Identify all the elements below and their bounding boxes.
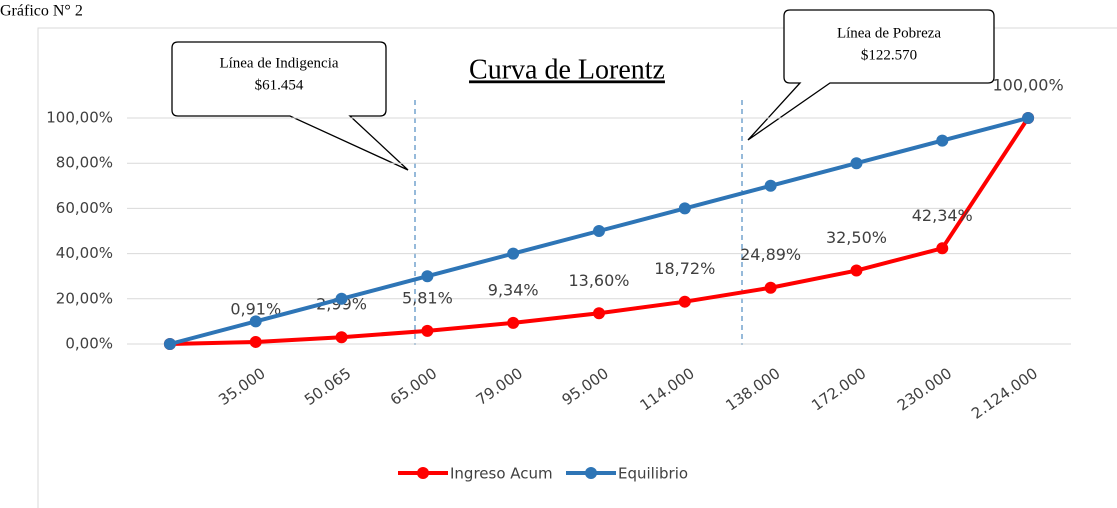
- marker: [421, 324, 434, 337]
- data-label: 5,81%: [402, 288, 453, 307]
- marker: [936, 242, 949, 255]
- marker: [850, 264, 863, 277]
- marker: [507, 247, 520, 260]
- marker: [678, 202, 691, 215]
- marker: [335, 292, 348, 305]
- marker: [249, 315, 262, 328]
- callout-box: [171, 41, 409, 171]
- y-tick-label: 60,00%: [56, 199, 113, 217]
- data-label: 9,34%: [488, 280, 539, 299]
- marker: [593, 307, 605, 320]
- marker: [335, 331, 348, 344]
- callout-text: $61.454: [255, 77, 304, 93]
- marker: [507, 316, 520, 329]
- data-label: 32,50%: [826, 228, 887, 247]
- y-tick-label: 80,00%: [56, 154, 113, 172]
- marker: [421, 270, 434, 283]
- marker: [163, 338, 176, 350]
- legend-marker: [585, 467, 597, 479]
- data-label: 42,34%: [912, 206, 973, 225]
- y-tick-label: 20,00%: [56, 289, 113, 307]
- data-label: 13,60%: [568, 271, 629, 290]
- callout-text: Línea de Indigencia: [219, 55, 338, 71]
- data-label: 100,00%: [992, 76, 1063, 95]
- legend-label: Equilibrio: [618, 465, 688, 483]
- caption: Gráfico N° 2: [0, 3, 83, 20]
- callout-text: $122.570: [861, 47, 917, 63]
- callout-text: Línea de Pobreza: [837, 25, 941, 41]
- callout-box: [747, 9, 995, 141]
- marker: [593, 225, 605, 237]
- legend-marker: [417, 467, 429, 479]
- data-label: 0,91%: [230, 299, 281, 318]
- marker: [764, 179, 777, 192]
- y-tick-label: 100,00%: [46, 109, 113, 127]
- marker: [936, 134, 949, 147]
- y-tick-label: 40,00%: [56, 244, 113, 262]
- marker: [1022, 112, 1035, 124]
- marker: [249, 335, 262, 348]
- y-tick-label: 0,00%: [65, 335, 113, 353]
- chart-border: [37, 27, 1117, 508]
- data-label: 18,72%: [654, 259, 715, 278]
- chart-title: Curva de Lorentz: [469, 54, 665, 85]
- marker: [764, 281, 777, 294]
- marker: [850, 157, 863, 170]
- data-label: 24,89%: [740, 245, 801, 264]
- legend-label: Ingreso Acum: [450, 465, 553, 483]
- marker: [678, 295, 691, 308]
